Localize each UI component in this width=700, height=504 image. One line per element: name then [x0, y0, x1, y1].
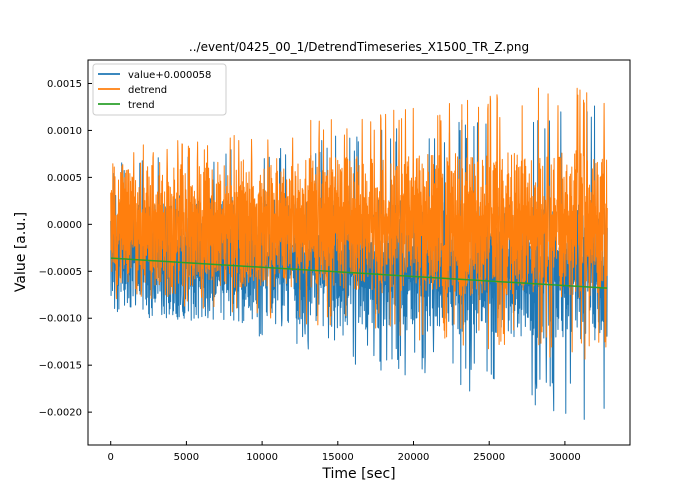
chart-title: ../event/0425_00_1/DetrendTimeseries_X15… — [189, 40, 529, 54]
legend-label-value: value+0.000058 — [128, 70, 211, 81]
legend-label-detrend: detrend — [128, 85, 167, 96]
x-tick-label: 10000 — [246, 452, 278, 463]
y-tick-label: 0.0000 — [47, 220, 82, 231]
y-axis-ticks: 0.0015 0.0010 0.0005 0.0000 −0.0005 −0.0010 −0… — [39, 79, 92, 419]
series-trend-line — [110, 257, 608, 289]
legend: value+0.000058 detrend trend — [92, 63, 227, 116]
plot-area — [110, 87, 608, 420]
x-tick-label: 0 — [108, 452, 114, 463]
x-axis-label: Time [sec] — [321, 466, 395, 482]
x-tick-label: 25000 — [473, 452, 505, 463]
x-tick-label: 30000 — [549, 452, 581, 463]
x-tick-label: 5000 — [174, 452, 199, 463]
y-tick-label: 0.0005 — [47, 173, 82, 184]
x-tick-label: 15000 — [322, 452, 354, 463]
y-tick-label: −0.0005 — [39, 267, 82, 278]
y-tick-label: −0.0010 — [39, 314, 82, 325]
y-tick-label: −0.0020 — [39, 408, 82, 419]
y-tick-label: 0.0015 — [47, 79, 82, 90]
legend-box — [92, 63, 227, 116]
x-tick-label: 20000 — [398, 452, 430, 463]
y-tick-label: −0.0015 — [39, 361, 82, 372]
plot-frame — [87, 59, 631, 446]
y-tick-label: 0.0010 — [47, 126, 82, 137]
series-layer — [110, 87, 608, 420]
x-axis-ticks: 0 5000 10000 15000 20000 25000 30000 — [108, 441, 581, 463]
legend-label-trend: trend — [128, 100, 155, 111]
series-detrend-line — [110, 87, 608, 360]
y-axis-label: Value [a.u.] — [13, 212, 29, 292]
